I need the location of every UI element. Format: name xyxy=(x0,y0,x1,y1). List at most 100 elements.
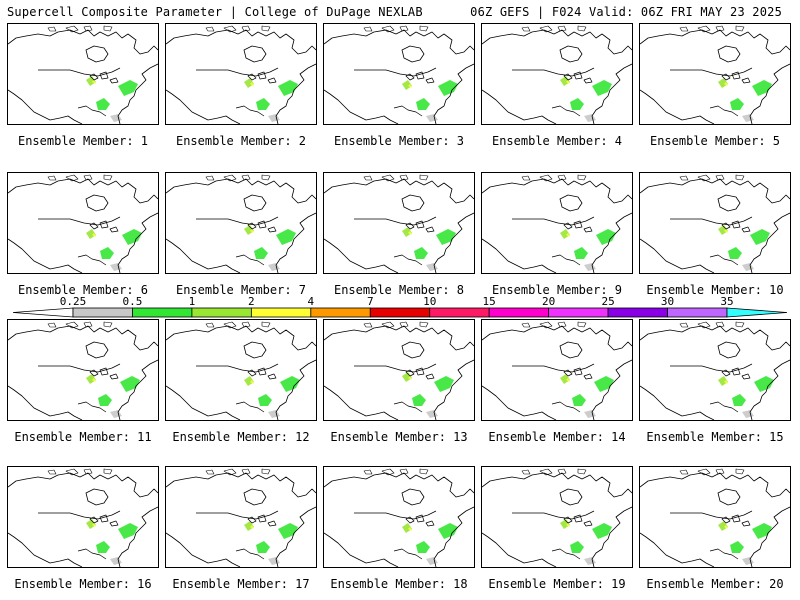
scp-contour-area xyxy=(718,521,728,531)
scp-contour-area xyxy=(742,557,754,565)
ensemble-member-label: Ensemble Member: 2 xyxy=(175,134,307,148)
scp-contour-area xyxy=(584,410,596,418)
scp-contour-area xyxy=(254,247,268,259)
scp-contour-area xyxy=(408,527,412,531)
ensemble-member-label: Ensemble Member: 16 xyxy=(14,577,152,591)
scp-contour-area xyxy=(574,247,588,259)
scp-contour-area xyxy=(100,247,114,259)
ensemble-member-label: Ensemble Member: 9 xyxy=(491,283,623,297)
colorbar-segment xyxy=(132,307,193,318)
scp-contour-area xyxy=(86,374,96,384)
north-america-map xyxy=(482,25,632,124)
scp-contour-area xyxy=(118,523,138,539)
scp-contour-area xyxy=(278,80,298,96)
scp-contour-area xyxy=(742,263,754,271)
scp-contour-area xyxy=(244,225,254,235)
ensemble-member-label: Ensemble Member: 14 xyxy=(488,430,626,444)
north-america-map xyxy=(8,321,158,420)
ensemble-member-label: Ensemble Member: 3 xyxy=(333,134,465,148)
north-america-map xyxy=(640,25,790,124)
north-america-map xyxy=(324,321,474,420)
ensemble-member-label: Ensemble Member: 17 xyxy=(172,577,310,591)
ensemble-member-map xyxy=(639,172,791,274)
scp-contour-area xyxy=(584,114,596,122)
colorbar-tick-label: 7 xyxy=(367,296,374,308)
scp-contour-area xyxy=(110,114,122,122)
scp-contour-area xyxy=(92,378,96,382)
scp-contour-area xyxy=(730,541,744,553)
ensemble-member-map xyxy=(7,172,159,274)
map-title: Supercell Composite Parameter | College … xyxy=(7,5,423,19)
scp-contour-area xyxy=(434,376,454,392)
scp-contour-area xyxy=(92,233,96,237)
north-america-map xyxy=(8,25,158,124)
north-america-map xyxy=(324,174,474,273)
ensemble-member-label: Ensemble Member: 4 xyxy=(491,134,623,148)
scp-contour-area xyxy=(110,263,122,271)
scp-contour-area xyxy=(596,229,616,245)
ensemble-member-label: Ensemble Member: 13 xyxy=(330,430,468,444)
ensemble-member-label: Ensemble Member: 19 xyxy=(488,577,626,591)
scp-contour-area xyxy=(118,80,138,96)
ensemble-member-map xyxy=(639,319,791,421)
colorbar-segment xyxy=(607,307,668,318)
scp-contour-area xyxy=(718,225,728,235)
colorbar-segment xyxy=(369,307,431,318)
scp-contour-area xyxy=(250,525,254,529)
scp-contour-area xyxy=(402,523,412,533)
ensemble-member-label: Ensemble Member: 8 xyxy=(333,283,465,297)
scp-contour-area xyxy=(110,557,122,565)
north-america-map xyxy=(8,468,158,567)
colorbar-tick-label: 30 xyxy=(661,296,674,308)
scp-contour-area xyxy=(560,519,570,529)
scp-contour-area xyxy=(408,376,412,380)
scp-contour-area xyxy=(278,523,298,539)
north-america-map xyxy=(482,174,632,273)
scp-contour-area xyxy=(732,394,746,406)
ensemble-member-map xyxy=(481,319,633,421)
scp-contour-area xyxy=(742,410,754,418)
colorbar-tick-label: 2 xyxy=(248,296,255,308)
ensemble-member-map xyxy=(481,23,633,125)
colorbar-tick-label: 35 xyxy=(720,296,733,308)
ensemble-member-map xyxy=(165,23,317,125)
scp-contour-area xyxy=(754,376,774,392)
scp-contour-area xyxy=(402,227,412,237)
scp-contour-area xyxy=(560,229,570,239)
scp-contour-area xyxy=(414,247,428,259)
ensemble-member-label: Ensemble Member: 18 xyxy=(330,577,468,591)
scp-contour-area xyxy=(584,263,596,271)
scp-contour-area xyxy=(86,229,96,239)
scp-contour-area xyxy=(250,229,254,233)
colorbar-segment xyxy=(72,307,133,318)
scp-contour-area xyxy=(416,98,430,110)
scp-contour-area xyxy=(584,557,596,565)
scp-contour-area xyxy=(566,378,570,382)
scp-contour-area xyxy=(426,410,438,418)
north-america-map xyxy=(482,468,632,567)
scp-contour-area xyxy=(438,523,458,539)
colorbar-under-arrow xyxy=(13,307,74,318)
scp-contour-area xyxy=(256,98,270,110)
scp-contour-area xyxy=(750,229,770,245)
scp-contour-area xyxy=(426,114,438,122)
scp-contour-area xyxy=(594,376,614,392)
ensemble-member-label: Ensemble Member: 7 xyxy=(175,283,307,297)
scp-contour-area xyxy=(438,80,458,96)
scp-contour-area xyxy=(258,394,272,406)
north-america-map xyxy=(640,321,790,420)
ensemble-member-map xyxy=(639,466,791,568)
ensemble-member-map xyxy=(323,319,475,421)
scp-contour-area xyxy=(426,557,438,565)
scp-contour-area xyxy=(592,523,612,539)
scp-contour-area xyxy=(592,80,612,96)
scp-contour-area xyxy=(98,394,112,406)
colorbar-segment xyxy=(667,307,728,318)
colorbar-segment xyxy=(488,307,550,318)
ensemble-member-map xyxy=(7,23,159,125)
colorbar-over-arrow xyxy=(726,307,788,318)
ensemble-member-label: Ensemble Member: 12 xyxy=(172,430,310,444)
scp-contour-area xyxy=(560,374,570,384)
north-america-map xyxy=(482,321,632,420)
scp-contour-area xyxy=(122,229,142,245)
